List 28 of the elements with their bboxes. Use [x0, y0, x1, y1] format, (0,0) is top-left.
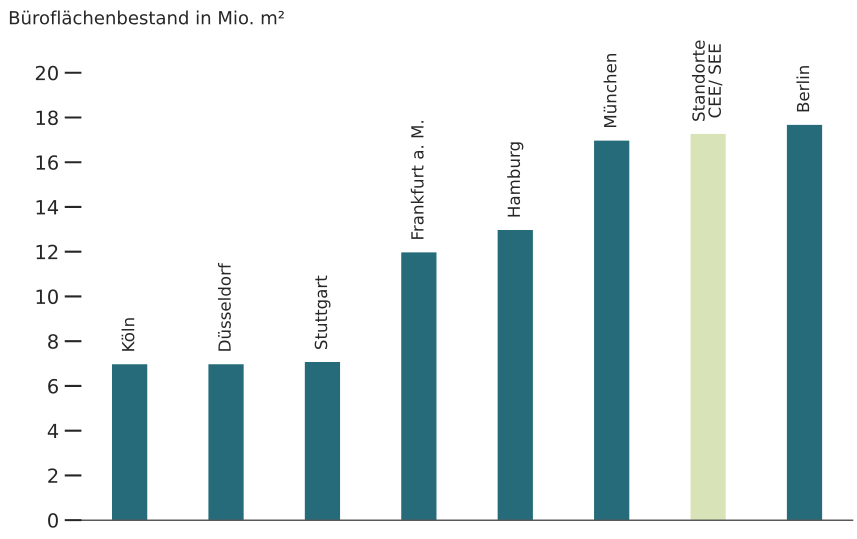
x-tick-label: Berlin	[796, 66, 810, 112]
bar	[207, 362, 246, 520]
bar	[785, 124, 824, 520]
y-tick-label: 12	[36, 244, 58, 260]
x-tick-label: Hamburg	[507, 142, 524, 217]
y-tick-label: 14	[36, 200, 58, 214]
x-tick-label: Standorte CEE/ SEE	[692, 40, 722, 121]
bar	[303, 360, 342, 520]
y-tick-label: 6	[48, 378, 58, 394]
y-tick-label: 2	[48, 468, 58, 483]
x-tick-label: Frankfurt a. M.	[410, 121, 424, 239]
x-tick-label: Düsseldorf	[218, 262, 231, 351]
bar	[592, 139, 631, 520]
x-tick-label: München	[604, 54, 617, 128]
x-tick-label: Stuttgart	[314, 276, 331, 350]
y-tick-label: 8	[48, 334, 58, 349]
bar	[496, 228, 534, 520]
x-tick-label: Köln	[122, 318, 134, 351]
y-tick-label: 16	[36, 155, 58, 170]
y-tick-label: 10	[36, 289, 58, 304]
bar	[689, 132, 728, 520]
y-tick-label: 18	[36, 110, 58, 126]
y-tick-label: 20	[36, 66, 58, 80]
y-tick-label: 4	[48, 424, 58, 438]
y-tick-label: 0	[48, 513, 58, 528]
bar	[400, 251, 438, 520]
y-axis-title: Büroflächenbestand in Mio. m²	[10, 10, 284, 25]
bar	[110, 362, 149, 520]
